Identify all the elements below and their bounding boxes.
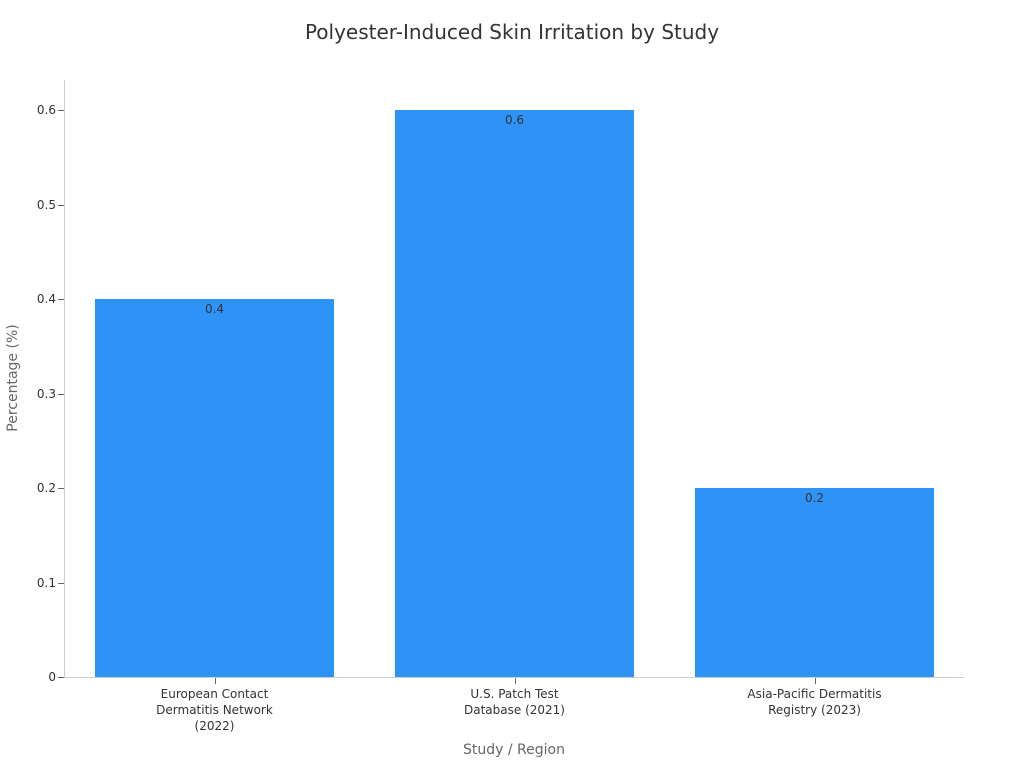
y-tick-label: 0.4 bbox=[36, 292, 56, 306]
y-axis-line bbox=[64, 80, 65, 677]
bar[interactable] bbox=[395, 110, 634, 677]
x-axis-line bbox=[64, 677, 964, 678]
x-tick-label: U.S. Patch Test Database (2021) bbox=[464, 687, 565, 717]
x-tick-label: Asia-Pacific Dermatitis Registry (2023) bbox=[747, 687, 882, 717]
y-tick-label: 0.2 bbox=[36, 481, 56, 495]
x-tick bbox=[514, 678, 516, 684]
x-tick bbox=[814, 678, 816, 684]
x-axis-label: Study / Region bbox=[463, 742, 565, 758]
bar-value-label: 0.2 bbox=[804, 491, 825, 505]
y-tick-label: 0.1 bbox=[36, 575, 56, 590]
x-tick-label: European Contact Dermatitis Network (202… bbox=[156, 687, 273, 733]
y-tick bbox=[58, 299, 64, 300]
y-tick-label: 0 bbox=[48, 670, 56, 684]
y-tick-label: 0.3 bbox=[36, 386, 56, 401]
y-tick-label: 0.5 bbox=[36, 197, 56, 212]
y-tick bbox=[58, 677, 64, 678]
y-tick bbox=[58, 488, 64, 489]
x-tick bbox=[214, 678, 216, 684]
y-tick bbox=[58, 582, 64, 584]
bar[interactable] bbox=[95, 299, 334, 677]
y-tick bbox=[58, 393, 64, 395]
y-tick-label: 0.6 bbox=[36, 103, 56, 117]
chart-title: Polyester-Induced Skin Irritation by Stu… bbox=[304, 20, 720, 44]
y-tick bbox=[58, 204, 64, 206]
bar[interactable] bbox=[695, 488, 934, 677]
y-tick bbox=[58, 110, 64, 111]
y-axis-label: Percentage (%) bbox=[5, 324, 21, 432]
bar-value-label: 0.4 bbox=[204, 302, 225, 316]
bar-value-label: 0.6 bbox=[504, 113, 525, 127]
